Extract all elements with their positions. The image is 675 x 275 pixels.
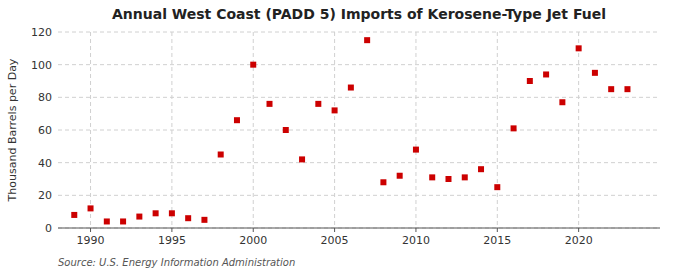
source-note: Source: U.S. Energy Information Administ… [58,257,295,268]
x-tick-label: 2000 [239,234,267,247]
point [511,125,517,131]
x-ticks: 1990 1995 2000 2005 2010 2015 2020 [77,228,593,247]
point [608,86,614,92]
point [201,217,207,223]
x-grid-line [334,32,335,228]
x-tick-label: 1995 [158,234,186,247]
point [120,218,126,224]
chart: 1990 1995 2000 2005 2010 2015 2020 0 20 40 60 80 100… [0,0,675,275]
point [71,212,77,218]
x-grid-line [253,32,254,228]
point [445,176,451,182]
point [185,215,191,221]
y-tick-label: 80 [38,91,52,104]
x-grid-line [171,32,172,228]
point [576,45,582,51]
x-tick [578,228,579,232]
y-grid-line [58,64,660,65]
point [88,205,94,211]
point [332,107,338,113]
point [559,99,565,105]
x-grid-line [578,32,579,228]
y-grid-line [58,228,660,229]
point [267,101,273,107]
x-tick-label: 1990 [77,234,105,247]
point [169,210,175,216]
x-tick-label: 2020 [565,234,593,247]
point [543,71,549,77]
points [71,37,630,224]
y-tick-label: 120 [31,26,52,39]
x-tick [90,228,91,232]
point [315,101,321,107]
point [136,214,142,220]
point [397,173,403,179]
point [494,184,500,190]
y-tick-label: 40 [38,157,52,170]
y-grid-line [58,195,660,196]
y-tick-label: 60 [38,124,52,137]
y-grid-line [58,97,660,98]
x-tick [415,228,416,232]
x-grid-line [415,32,416,228]
point [462,174,468,180]
point [527,78,533,84]
point [283,127,289,133]
point [299,156,305,162]
y-tick-label: 100 [31,59,52,72]
x-tick-label: 2010 [402,234,430,247]
x-grid-line [90,32,91,228]
point [380,179,386,185]
x-tick [334,228,335,232]
y-grid-line [58,130,660,131]
y-tick-label: 20 [38,189,52,202]
point [413,147,419,153]
chart-container: 1990 1995 2000 2005 2010 2015 2020 0 20 40 60 80 100… [0,0,675,275]
point [234,117,240,123]
x-tick [497,228,498,232]
x-tick [253,228,254,232]
title: Annual West Coast (PADD 5) Imports of Ke… [112,6,606,22]
grid [58,32,660,228]
y-axis-label: Thousand Barrels per Day [6,58,19,202]
point [218,152,224,158]
point [153,210,159,216]
y-grid-line [58,32,660,33]
point [478,166,484,172]
x-grid-line [497,32,498,228]
point [624,86,630,92]
point [250,62,256,68]
x-tick [171,228,172,232]
y-tick-label: 0 [45,222,52,235]
x-axis-line [58,228,660,229]
x-tick-label: 2005 [321,234,349,247]
point [104,218,110,224]
y-ticks: 0 20 40 60 80 100 120 [31,26,52,235]
point [364,37,370,43]
x-tick-label: 2015 [483,234,511,247]
point [429,174,435,180]
point [348,85,354,91]
y-grid-line [58,162,660,163]
point [592,70,598,76]
